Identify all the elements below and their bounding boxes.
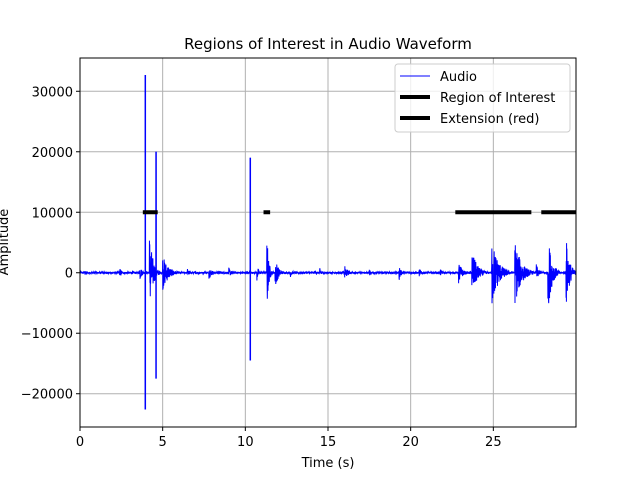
- chart-title: Regions of Interest in Audio Waveform: [184, 35, 472, 53]
- y-tick-label: −10000: [21, 327, 73, 342]
- y-axis-label: Amplitude: [0, 209, 12, 276]
- legend-label-extension: Extension (red): [440, 112, 539, 127]
- legend: Audio Region of Interest Extension (red): [394, 63, 571, 133]
- y-tick-label: −20000: [21, 388, 73, 403]
- x-tick-label: 15: [320, 435, 337, 450]
- y-axis: −20000 −10000 0 10000 20000 30000: [21, 85, 80, 403]
- y-tick-label: 30000: [32, 85, 73, 100]
- y-tick-label: 20000: [32, 146, 73, 161]
- legend-label-region: Region of Interest: [440, 91, 555, 106]
- x-axis-label: Time (s): [301, 456, 355, 471]
- x-tick-label: 10: [237, 435, 254, 450]
- x-axis: 0 5 10 15 20 25: [76, 427, 502, 450]
- x-tick-label: 5: [159, 435, 167, 450]
- x-tick-label: 25: [485, 435, 502, 450]
- legend-box: [394, 63, 571, 133]
- audio-waveform-line: [80, 151, 576, 410]
- x-tick-label: 20: [402, 435, 419, 450]
- legend-label-audio: Audio: [440, 70, 477, 85]
- x-tick-label: 0: [76, 435, 84, 450]
- y-tick-label: 10000: [32, 206, 73, 221]
- plot-area: [80, 74, 576, 410]
- y-tick-label: 0: [65, 267, 73, 282]
